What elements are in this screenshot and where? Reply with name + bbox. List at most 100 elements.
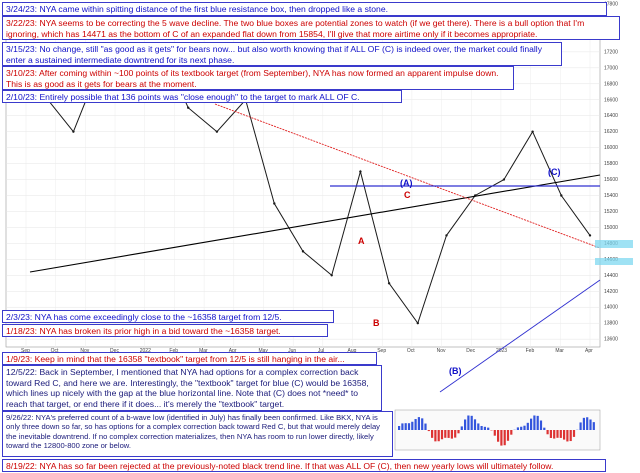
macd-bar	[434, 430, 437, 442]
y-tick-label: 15000	[604, 225, 618, 231]
macd-bar	[530, 418, 533, 430]
macd-bar	[398, 426, 401, 430]
macd-bar	[526, 422, 529, 430]
price-point	[72, 130, 75, 133]
x-tick-label: 2022	[140, 348, 151, 354]
macd-bar	[424, 423, 427, 430]
macd-bar	[503, 430, 506, 446]
macd-bar	[539, 420, 543, 430]
macd-bar	[536, 415, 539, 430]
macd-bar	[523, 425, 526, 430]
macd-bar	[467, 415, 470, 430]
y-tick-label: 16200	[604, 129, 618, 135]
note-2-10-23: 2/10/23: Entirely possible that 136 poin…	[2, 90, 402, 103]
wave-label-red-b: B	[373, 318, 380, 328]
macd-bar	[431, 430, 434, 438]
macd-bar	[500, 430, 503, 446]
x-tick-label: Oct	[407, 348, 415, 354]
macd-bar	[579, 422, 582, 430]
macd-bar	[444, 430, 447, 438]
wave-label-big-b: (B)	[449, 366, 462, 376]
x-tick-label: Nov	[80, 348, 89, 354]
red-trend-line	[214, 103, 601, 249]
y-tick-label: 14200	[604, 289, 618, 295]
price-point	[215, 130, 219, 133]
wave-label-red-c: C	[404, 190, 411, 200]
y-tick-label: 16000	[604, 145, 618, 151]
macd-bar	[553, 430, 556, 439]
macd-bar	[401, 423, 404, 430]
x-tick-label: Oct	[51, 348, 59, 354]
wave-label-red-a: A	[358, 236, 365, 246]
macd-bar	[411, 421, 414, 430]
y-tick-label: 17800	[604, 2, 618, 8]
x-tick-label: Apr	[585, 348, 593, 354]
macd-bar	[470, 415, 473, 430]
macd-bar	[417, 417, 420, 430]
macd-bar	[566, 430, 569, 442]
y-tick-label: 17200	[604, 49, 618, 55]
macd-bar	[506, 430, 510, 441]
macd-bar	[414, 419, 417, 430]
macd-bar	[592, 422, 595, 430]
macd-bar	[497, 430, 500, 442]
macd-bar	[464, 419, 467, 430]
macd-bar	[533, 415, 536, 430]
x-tick-label: Dec	[466, 348, 475, 354]
macd-bar	[407, 423, 411, 430]
note-2-3-23: 2/3/23: NYA has come exceedingly close t…	[2, 310, 334, 323]
note-3-22-23: 3/22/23: NYA seems to be correcting the …	[2, 16, 620, 40]
x-tick-label: Mar	[555, 348, 564, 354]
macd-bar	[460, 426, 463, 430]
macd-bar	[546, 430, 549, 435]
resistance-box-2	[595, 258, 633, 265]
macd-bar	[477, 423, 480, 430]
macd-bar	[543, 427, 546, 430]
x-tick-label: Apr	[229, 348, 237, 354]
macd-bar	[563, 430, 566, 440]
macd-bar	[569, 430, 572, 442]
note-12-5-22: 12/5/22: Back in September, I mentioned …	[2, 365, 382, 411]
price-point	[502, 178, 506, 181]
x-tick-label: Dec	[110, 348, 119, 354]
x-tick-label: Nov	[437, 348, 446, 354]
macd-bar	[510, 430, 513, 435]
macd-bar	[437, 430, 440, 442]
note-1-18-23: 1/18/23: NYA has broken its prior high i…	[2, 324, 328, 337]
x-tick-label: Jun	[288, 348, 296, 354]
price-point	[416, 321, 419, 325]
note-3-24-23: 3/24/23: NYA came within spitting distan…	[2, 2, 607, 16]
wave-label-big-c: (C)	[548, 167, 561, 177]
price-point	[531, 130, 534, 133]
macd-bar	[493, 430, 496, 436]
black-trend-line	[29, 174, 601, 273]
price-point	[359, 170, 362, 173]
x-tick-label: Mar	[199, 348, 208, 354]
price-point	[445, 234, 448, 237]
y-tick-label: 13600	[604, 337, 618, 343]
macd-bar	[427, 430, 430, 432]
price-point	[588, 234, 592, 237]
macd-bar	[440, 430, 444, 440]
x-tick-label: 2023	[496, 348, 507, 354]
macd-bar	[556, 430, 559, 438]
price-point	[560, 194, 563, 197]
macd-bar	[447, 430, 450, 438]
macd-bar	[404, 423, 407, 430]
x-tick-label: Aug	[348, 348, 357, 354]
y-tick-label: 14000	[604, 305, 618, 311]
note-3-10-23: 3/10/23: After coming within ~100 points…	[2, 66, 514, 90]
macd-bar	[586, 417, 589, 430]
y-tick-label: 13800	[604, 321, 618, 327]
note-8-19-22: 8/19/22: NYA has so far been rejected at…	[2, 459, 606, 472]
price-point	[387, 282, 391, 285]
note-1-9-23: 1/9/23: Keep in mind that the 16358 "tex…	[2, 352, 377, 365]
x-tick-label: Jul	[318, 348, 324, 354]
macd-bar	[450, 430, 453, 439]
note-9-26-22: 9/26/22: NYA's preferred count of a b-wa…	[2, 411, 393, 457]
y-tick-label: 14400	[604, 273, 618, 279]
y-tick-label: 16800	[604, 81, 618, 87]
macd-bar	[480, 425, 483, 430]
macd-bar	[457, 430, 460, 434]
